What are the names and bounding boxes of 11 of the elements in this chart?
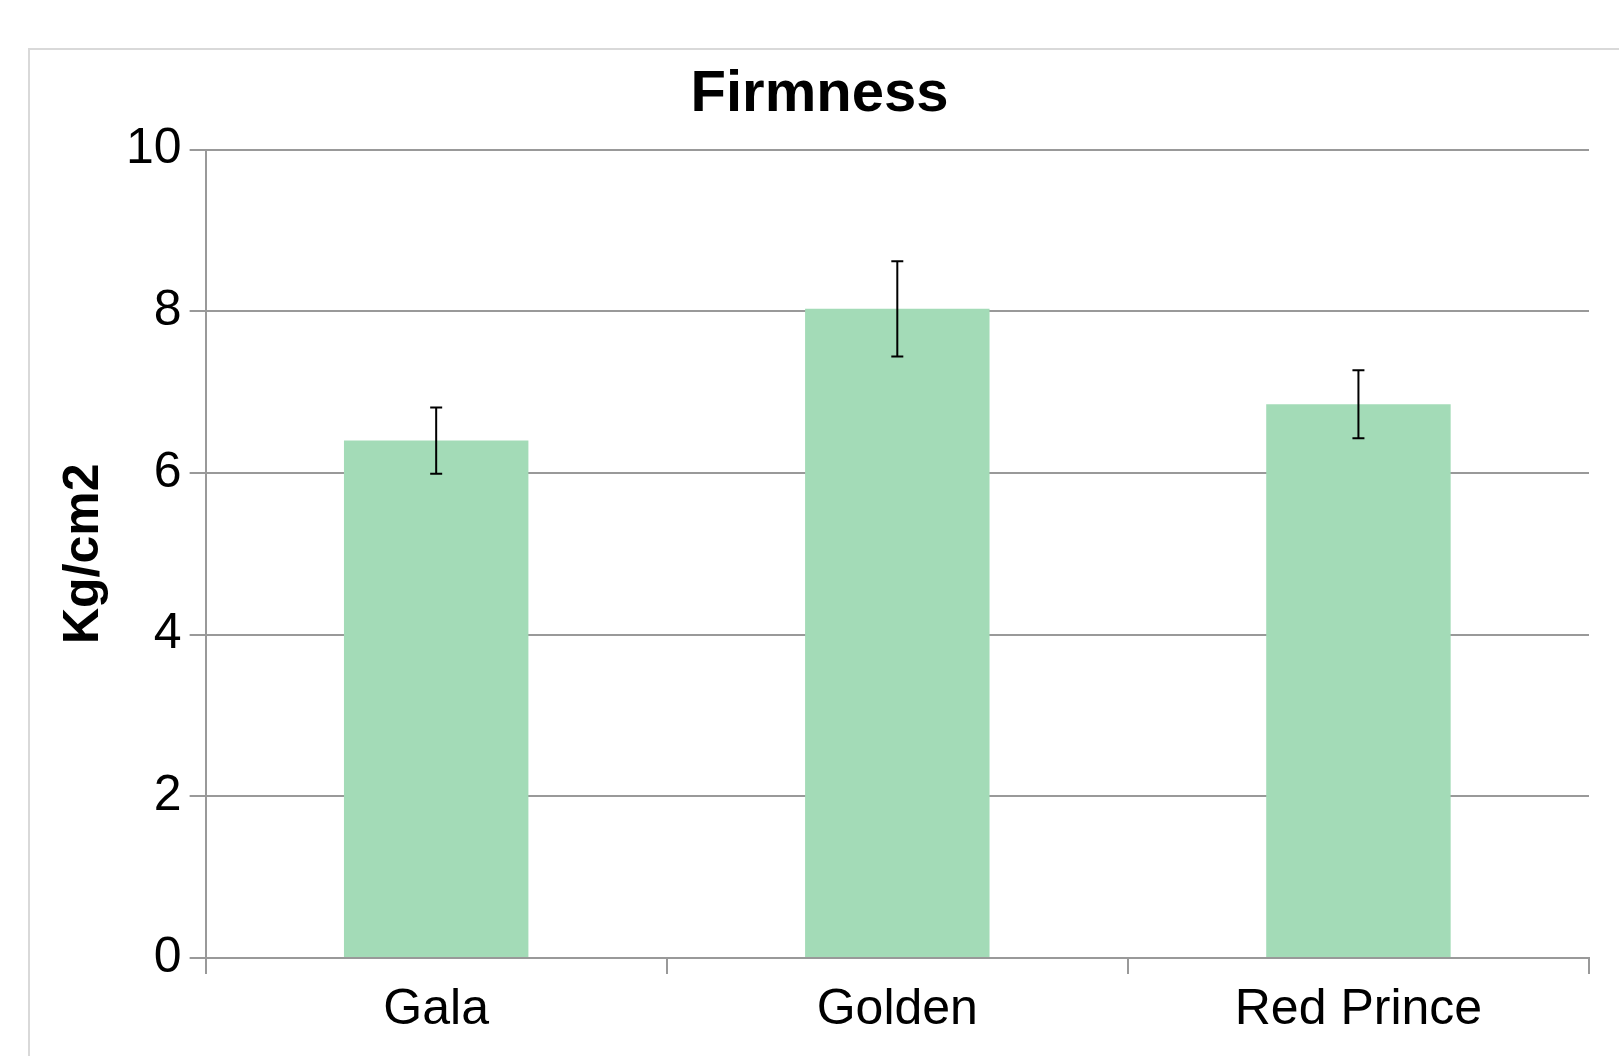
y-tick-label: 10	[125, 118, 182, 175]
y-tick-label: 2	[153, 765, 182, 822]
y-tick-label: 4	[153, 603, 182, 660]
y-tick-label: 8	[153, 280, 182, 337]
x-tick-label: Golden	[816, 978, 978, 1035]
y-tick-label: 6	[153, 441, 182, 498]
chart-title: Firmness	[690, 57, 949, 123]
x-tick-label: Gala	[383, 978, 490, 1035]
y-axis-title: Kg/cm2	[52, 463, 109, 645]
y-tick-label: 0	[153, 926, 182, 983]
x-tick-label: Red Prince	[1234, 978, 1483, 1035]
